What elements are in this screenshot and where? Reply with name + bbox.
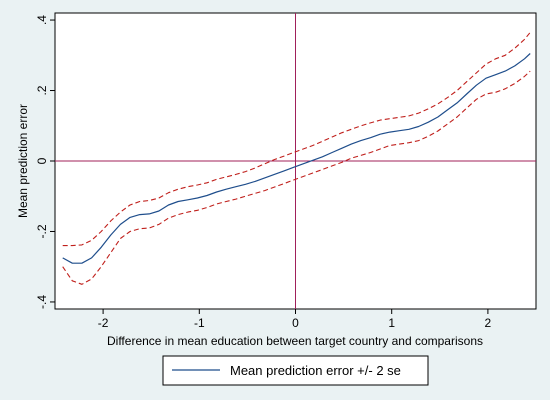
reference-lines <box>55 13 536 309</box>
y-tick-label: -.4 <box>35 295 49 309</box>
y-axis-title: Mean prediction error <box>16 104 30 218</box>
series-layer <box>62 32 531 285</box>
x-axis: -2 -1 0 1 2 <box>98 309 492 330</box>
series-line-mean <box>62 53 531 264</box>
series-line-upper <box>62 32 531 247</box>
y-tick-label: -.2 <box>35 224 49 238</box>
y-axis: -.4 -.2 0 .2 .4 <box>35 15 55 309</box>
y-tick-label: .4 <box>35 15 49 25</box>
y-tick-label: 0 <box>35 157 49 164</box>
legend-label: Mean prediction error +/- 2 se <box>230 363 401 378</box>
x-tick-label: -2 <box>98 316 109 330</box>
legend: Mean prediction error +/- 2 se <box>162 355 429 386</box>
x-tick-label: 1 <box>388 316 395 330</box>
x-tick-label: 0 <box>292 316 299 330</box>
x-tick-label: -1 <box>194 316 205 330</box>
x-tick-label: 2 <box>485 316 492 330</box>
x-axis-title: Difference in mean education between tar… <box>107 334 483 348</box>
y-tick-label: .2 <box>35 85 49 95</box>
